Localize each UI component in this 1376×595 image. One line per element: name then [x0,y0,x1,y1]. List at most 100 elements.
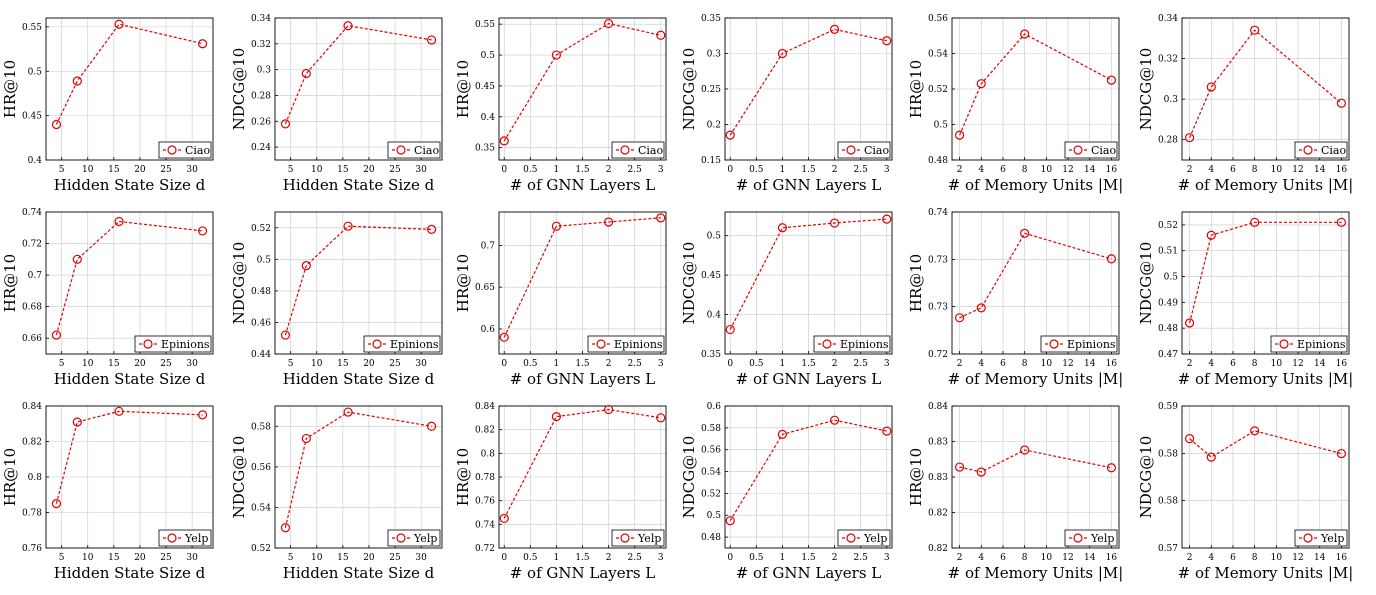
x-tick-label: 6 [1230,553,1236,563]
x-axis-label: # of GNN Layers L [736,370,882,388]
data-point [829,218,840,228]
x-tick-label: 30 [186,359,198,369]
x-tick-label: 1.5 [575,553,590,563]
legend-marker [596,339,606,349]
y-tick-label: 0.35 [701,350,721,360]
y-tick-label: 0.45 [22,112,42,122]
y-tick-label: 0.72 [928,350,948,360]
y-tick-label: 0.34 [251,14,271,24]
x-tick-label: 10 [311,359,323,369]
x-tick-label: 5 [288,553,294,563]
x-tick-label: 10 [82,359,94,369]
y-axis-label: HR@10 [907,60,925,118]
y-axis-label: NDCG@10 [1137,242,1155,325]
x-tick-label: 6 [1000,165,1006,175]
legend-label: Yelp [184,532,208,545]
x-tick-label: 12 [1292,553,1303,563]
x-axis-label: # of Memory Units |M| [1178,564,1354,582]
x-tick-label: 5 [288,165,294,175]
legend-label: Ciao [864,144,889,157]
x-tick-label: 20 [363,359,375,369]
plot-frame [1181,211,1350,355]
x-tick-label: 8 [1022,165,1028,175]
x-tick-label: 15 [337,359,349,369]
y-tick-label: 0.46 [251,318,271,328]
y-tick-label: 0.7 [481,241,496,251]
data-point [1206,452,1216,462]
data-point [1336,98,1347,108]
y-tick-label: 0.35 [475,144,495,154]
data-point [499,332,509,342]
y-axis-label: NDCG@10 [230,436,248,519]
x-axis-label: # of GNN Layers L [510,564,656,582]
data-point [499,136,509,146]
data-point [551,50,562,60]
legend-box [134,335,212,353]
chart-panel: 2 4 6 8 10 12 14 16 0.57 0.58 0.58 0.59 Yelp # of Mem… [1137,402,1353,582]
plot-frame [724,211,893,355]
legend-marker [396,145,406,155]
legend-marker [822,339,832,349]
data-point [1206,82,1216,92]
x-tick-label: 2 [1187,165,1193,175]
legend-box [363,335,441,353]
y-axis-label: NDCG@10 [230,242,248,325]
x-tick-label: 2 [832,165,838,175]
data-point [51,499,62,509]
legend-marker [620,145,630,155]
x-tick-label: 25 [389,359,401,369]
y-tick-label: 0.5 [707,511,722,521]
legend-label: Epinions [390,338,439,351]
plot-frame [45,211,214,355]
x-tick-label: 25 [389,165,401,175]
y-tick-label: 0.3 [257,66,272,76]
x-tick-label: 10 [1041,165,1053,175]
series-line [959,33,1112,136]
x-axis-label: Hidden State Size d [54,176,206,194]
chart-panel: 2 4 6 8 10 12 14 16 0.28 0.3 0.32 0.34 Ciao # of Memo… [1137,14,1353,194]
data-point [551,412,562,422]
y-tick-label: 0.78 [475,473,495,483]
x-tick-label: 12 [1292,359,1303,369]
x-tick-label: 2.5 [854,165,869,175]
y-tick-label: 0.48 [928,156,948,166]
data-point [954,130,965,140]
plot-frame [498,211,667,355]
y-tick-label: 0.82 [928,544,948,554]
x-tick-label: 20 [363,165,375,175]
series-line [503,217,661,338]
legend-marker [846,145,856,155]
series-line [284,225,432,336]
y-tick-label: 0.84 [22,402,42,412]
x-tick-label: 1 [780,553,786,563]
x-tick-label: 2.5 [628,359,643,369]
y-tick-label: 0.84 [475,402,495,412]
y-tick-label: 0.5 [934,121,949,131]
x-tick-label: 8 [1022,359,1028,369]
x-tick-label: 2.5 [628,553,643,563]
data-point [976,467,986,477]
x-tick-label: 14 [1314,553,1326,563]
data-point [725,324,735,335]
x-axis-label: Hidden State Size d [283,564,435,582]
plot-frame [1181,17,1350,161]
data-point [51,119,62,130]
chart-panel: 0 0.5 1 1.5 2 2.5 3 0.35 0.4 0.45 0.5 Epinions # of … [680,211,893,388]
y-tick-label: 0.56 [251,463,271,473]
x-tick-label: 14 [1084,553,1096,563]
x-axis-label: Hidden State Size d [54,370,206,388]
data-point [280,330,291,340]
series-line [55,23,203,125]
legend-box [587,335,665,353]
legend-marker [1073,145,1083,155]
y-tick-label: 0.45 [475,82,495,92]
y-tick-label: 0.34 [1158,14,1178,24]
y-tick-label: 0.49 [1158,298,1178,308]
data-point [343,221,353,231]
x-tick-label: 2 [606,553,612,563]
y-tick-label: 0.74 [475,520,495,530]
data-point [114,406,124,416]
data-point [343,407,353,417]
plot-frame [498,405,667,549]
y-tick-label: 0.48 [701,533,721,543]
